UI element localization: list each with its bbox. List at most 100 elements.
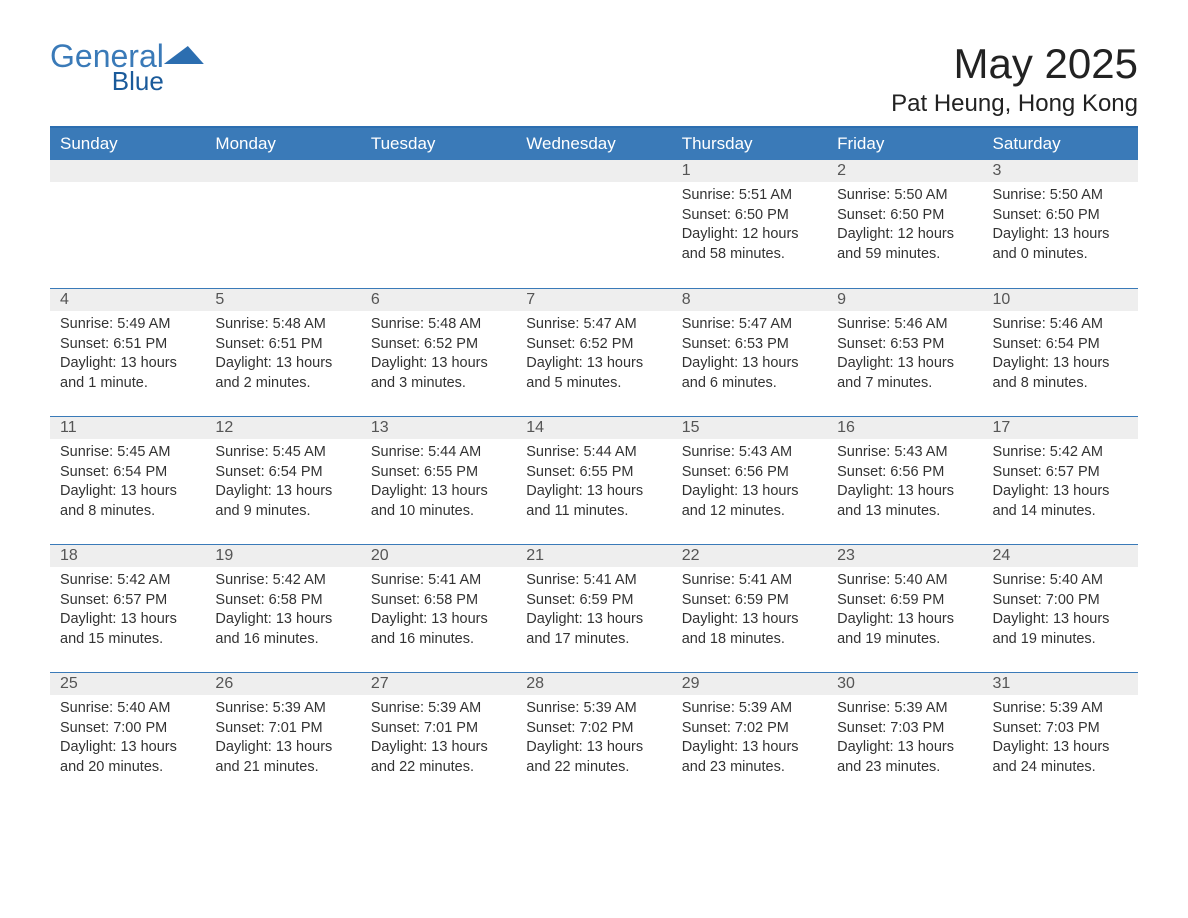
day-details: Sunrise: 5:46 AMSunset: 6:54 PMDaylight:… bbox=[983, 311, 1138, 399]
day-details: Sunrise: 5:40 AMSunset: 7:00 PMDaylight:… bbox=[50, 695, 205, 783]
daylight-text: Daylight: 13 hours and 20 minutes. bbox=[60, 738, 195, 777]
sunset-text: Sunset: 6:52 PM bbox=[371, 335, 506, 355]
calendar-cell: 25Sunrise: 5:40 AMSunset: 7:00 PMDayligh… bbox=[50, 672, 205, 800]
day-number: 1 bbox=[672, 160, 827, 182]
daylight-text: Daylight: 13 hours and 21 minutes. bbox=[215, 738, 350, 777]
daylight-text: Daylight: 13 hours and 16 minutes. bbox=[371, 610, 506, 649]
day-number: 6 bbox=[361, 288, 516, 311]
day-number: 27 bbox=[361, 672, 516, 695]
day-number: 13 bbox=[361, 416, 516, 439]
calendar-cell: 4Sunrise: 5:49 AMSunset: 6:51 PMDaylight… bbox=[50, 288, 205, 416]
day-header: Monday bbox=[205, 127, 360, 160]
sunset-text: Sunset: 7:02 PM bbox=[682, 719, 817, 739]
sunset-text: Sunset: 6:51 PM bbox=[60, 335, 195, 355]
day-details: Sunrise: 5:39 AMSunset: 7:02 PMDaylight:… bbox=[516, 695, 671, 783]
sunrise-text: Sunrise: 5:41 AM bbox=[682, 571, 817, 591]
calendar-cell: 3Sunrise: 5:50 AMSunset: 6:50 PMDaylight… bbox=[983, 160, 1138, 288]
day-details: Sunrise: 5:44 AMSunset: 6:55 PMDaylight:… bbox=[361, 439, 516, 527]
sunrise-text: Sunrise: 5:42 AM bbox=[993, 443, 1128, 463]
day-details: Sunrise: 5:49 AMSunset: 6:51 PMDaylight:… bbox=[50, 311, 205, 399]
day-number: 29 bbox=[672, 672, 827, 695]
sunset-text: Sunset: 7:03 PM bbox=[993, 719, 1128, 739]
daylight-text: Daylight: 13 hours and 23 minutes. bbox=[837, 738, 972, 777]
day-number: 11 bbox=[50, 416, 205, 439]
calendar-cell: 31 Sunrise: 5:39 AMSunset: 7:03 PMDayligh… bbox=[983, 672, 1138, 800]
calendar-cell: 13Sunrise: 5:44 AMSunset: 6:55 PMDayligh… bbox=[361, 416, 516, 544]
day-number: 25 bbox=[50, 672, 205, 695]
day-number: 8 bbox=[672, 288, 827, 311]
day-number: 18 bbox=[50, 544, 205, 567]
sunset-text: Sunset: 6:50 PM bbox=[682, 206, 817, 226]
daylight-text: Daylight: 13 hours and 1 minute. bbox=[60, 354, 195, 393]
daylight-text: Daylight: 13 hours and 7 minutes. bbox=[837, 354, 972, 393]
calendar-cell: 30Sunrise: 5:39 AMSunset: 7:03 PMDayligh… bbox=[827, 672, 982, 800]
calendar-cell: 16Sunrise: 5:43 AMSunset: 6:56 PMDayligh… bbox=[827, 416, 982, 544]
day-details: Sunrise: 5:42 AMSunset: 6:58 PMDaylight:… bbox=[205, 567, 360, 655]
day-number: 28 bbox=[516, 672, 671, 695]
sunset-text: Sunset: 6:54 PM bbox=[60, 463, 195, 483]
calendar-cell: 5Sunrise: 5:48 AMSunset: 6:51 PMDaylight… bbox=[205, 288, 360, 416]
day-details: Sunrise: 5:45 AMSunset: 6:54 PMDaylight:… bbox=[50, 439, 205, 527]
location-text: Pat Heung, Hong Kong bbox=[891, 90, 1138, 118]
sunset-text: Sunset: 6:58 PM bbox=[371, 591, 506, 611]
day-details: Sunrise: 5:48 AMSunset: 6:51 PMDaylight:… bbox=[205, 311, 360, 399]
daylight-text: Daylight: 13 hours and 9 minutes. bbox=[215, 482, 350, 521]
day-details: Sunrise: 5:40 AMSunset: 7:00 PMDaylight:… bbox=[983, 567, 1138, 655]
calendar-cell: 23Sunrise: 5:40 AMSunset: 6:59 PMDayligh… bbox=[827, 544, 982, 672]
daylight-text: Daylight: 13 hours and 14 minutes. bbox=[993, 482, 1128, 521]
calendar-cell: 14Sunrise: 5:44 AMSunset: 6:55 PMDayligh… bbox=[516, 416, 671, 544]
calendar-cell bbox=[205, 160, 360, 288]
calendar-cell: 17Sunrise: 5:42 AMSunset: 6:57 PMDayligh… bbox=[983, 416, 1138, 544]
sunrise-text: Sunrise: 5:48 AM bbox=[215, 315, 350, 335]
sunset-text: Sunset: 6:50 PM bbox=[993, 206, 1128, 226]
day-details: Sunrise: 5:39 AMSunset: 7:03 PMDaylight:… bbox=[827, 695, 982, 783]
daylight-text: Daylight: 13 hours and 23 minutes. bbox=[682, 738, 817, 777]
calendar-cell: 26Sunrise: 5:39 AMSunset: 7:01 PMDayligh… bbox=[205, 672, 360, 800]
sunset-text: Sunset: 6:50 PM bbox=[837, 206, 972, 226]
sunset-text: Sunset: 6:59 PM bbox=[526, 591, 661, 611]
day-details: Sunrise: 5:50 AMSunset: 6:50 PMDaylight:… bbox=[983, 182, 1138, 270]
day-number: 31 bbox=[983, 672, 1138, 695]
day-details: Sunrise: 5:39 AMSunset: 7:01 PMDaylight:… bbox=[205, 695, 360, 783]
daylight-text: Daylight: 13 hours and 10 minutes. bbox=[371, 482, 506, 521]
day-number: 19 bbox=[205, 544, 360, 567]
day-number: 16 bbox=[827, 416, 982, 439]
sunrise-text: Sunrise: 5:46 AM bbox=[993, 315, 1128, 335]
sunrise-text: Sunrise: 5:46 AM bbox=[837, 315, 972, 335]
day-number: 22 bbox=[672, 544, 827, 567]
calendar-cell: 6Sunrise: 5:48 AMSunset: 6:52 PMDaylight… bbox=[361, 288, 516, 416]
daylight-text: Daylight: 12 hours and 59 minutes. bbox=[837, 225, 972, 264]
sunrise-text: Sunrise: 5:39 AM bbox=[837, 699, 972, 719]
calendar-cell: 2Sunrise: 5:50 AMSunset: 6:50 PMDaylight… bbox=[827, 160, 982, 288]
sunrise-text: Sunrise: 5:39 AM bbox=[993, 699, 1128, 719]
sunrise-text: Sunrise: 5:45 AM bbox=[215, 443, 350, 463]
day-details: Sunrise: 5:40 AMSunset: 6:59 PMDaylight:… bbox=[827, 567, 982, 655]
daylight-text: Daylight: 13 hours and 5 minutes. bbox=[526, 354, 661, 393]
sunset-text: Sunset: 6:53 PM bbox=[837, 335, 972, 355]
daylight-text: Daylight: 13 hours and 19 minutes. bbox=[837, 610, 972, 649]
day-details: Sunrise: 5:50 AMSunset: 6:50 PMDaylight:… bbox=[827, 182, 982, 270]
day-header: Friday bbox=[827, 127, 982, 160]
day-header: Wednesday bbox=[516, 127, 671, 160]
day-details: Sunrise: 5:45 AMSunset: 6:54 PMDaylight:… bbox=[205, 439, 360, 527]
calendar-cell: 22 Sunrise: 5:41 AMSunset: 6:59 PMDayligh… bbox=[672, 544, 827, 672]
daylight-text: Daylight: 13 hours and 18 minutes. bbox=[682, 610, 817, 649]
sunrise-text: Sunrise: 5:48 AM bbox=[371, 315, 506, 335]
day-number: 30 bbox=[827, 672, 982, 695]
sunset-text: Sunset: 6:59 PM bbox=[682, 591, 817, 611]
day-details: Sunrise: 5:42 AMSunset: 6:57 PMDaylight:… bbox=[50, 567, 205, 655]
day-number: 7 bbox=[516, 288, 671, 311]
sunrise-text: Sunrise: 5:43 AM bbox=[837, 443, 972, 463]
daylight-text: Daylight: 13 hours and 24 minutes. bbox=[993, 738, 1128, 777]
sunset-text: Sunset: 6:56 PM bbox=[682, 463, 817, 483]
calendar-cell: 11Sunrise: 5:45 AMSunset: 6:54 PMDayligh… bbox=[50, 416, 205, 544]
day-details: Sunrise: 5:51 AMSunset: 6:50 PMDaylight:… bbox=[672, 182, 827, 270]
calendar-cell: 24Sunrise: 5:40 AMSunset: 7:00 PMDayligh… bbox=[983, 544, 1138, 672]
page-title: May 2025 bbox=[891, 40, 1138, 88]
logo-text-blue: Blue bbox=[50, 68, 164, 94]
day-number: 2 bbox=[827, 160, 982, 182]
sunrise-text: Sunrise: 5:44 AM bbox=[371, 443, 506, 463]
sunrise-text: Sunrise: 5:39 AM bbox=[371, 699, 506, 719]
calendar-cell: 1Sunrise: 5:51 AMSunset: 6:50 PMDaylight… bbox=[672, 160, 827, 288]
day-header: Tuesday bbox=[361, 127, 516, 160]
